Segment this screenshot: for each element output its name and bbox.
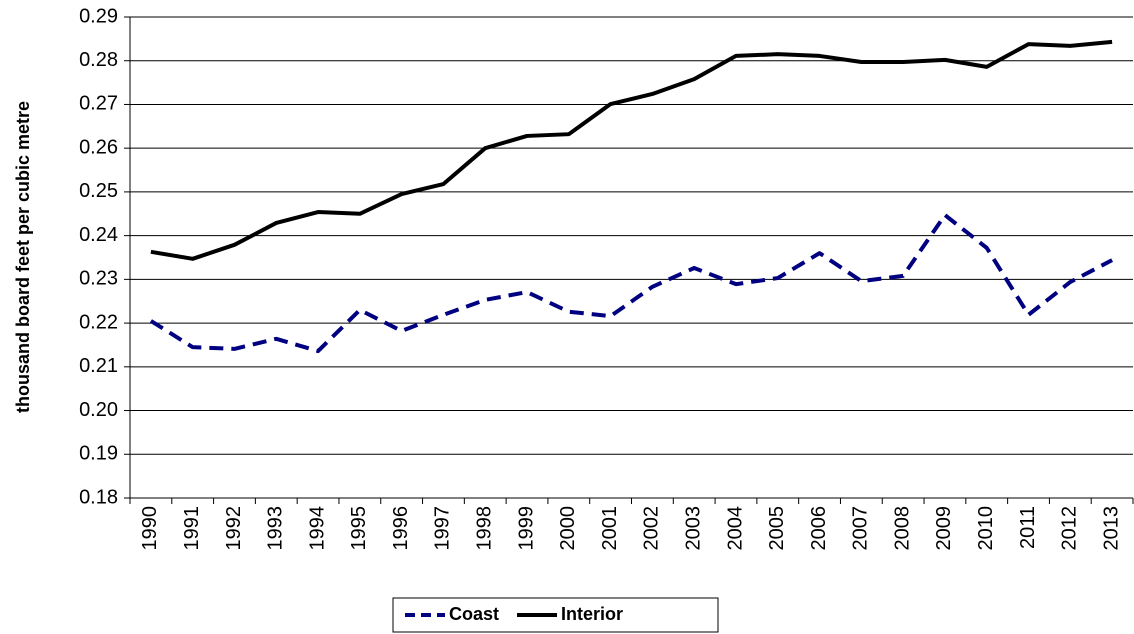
y-tick-label: 0.25: [79, 180, 118, 202]
series-line: [149, 213, 1114, 354]
y-tick-label: 0.24: [79, 224, 118, 246]
x-tick-label: 2011: [1017, 506, 1039, 549]
x-tick-label: 2004: [724, 506, 746, 551]
x-tick-label: 1995: [348, 506, 370, 551]
legend: Coast Interior: [392, 597, 719, 633]
x-tick-label: 1994: [306, 506, 328, 551]
x-tick-label: 1998: [474, 506, 496, 551]
y-tick-label: 0.29: [79, 5, 118, 27]
x-tick-label: 1992: [223, 506, 245, 551]
series-line: [150, 39, 1113, 261]
x-tick-label: 1993: [265, 506, 287, 551]
x-tick-label: 1990: [139, 506, 161, 551]
y-tick-label: 0.28: [79, 49, 118, 71]
y-tick-label: 0.26: [79, 136, 118, 158]
y-axis-title: thousand board feet per cubic metre: [13, 101, 33, 413]
y-tick-label: 0.23: [79, 268, 118, 290]
x-tick-label: 1999: [515, 506, 537, 551]
y-tick-label: 0.18: [79, 486, 118, 508]
legend-label: Coast: [449, 604, 499, 624]
y-tick-label: 0.20: [79, 399, 118, 421]
y-tick-label: 0.27: [79, 93, 118, 115]
x-tick-label: 2005: [766, 506, 788, 551]
x-tick-label: 2010: [975, 506, 997, 551]
x-tick-label: 2009: [933, 506, 955, 551]
x-tick-label: 2003: [682, 506, 704, 551]
x-tick-label: 2002: [641, 506, 663, 551]
x-tick-label: 2000: [557, 506, 579, 551]
x-tick-label: 1991: [181, 506, 203, 551]
x-tick-label: 2013: [1100, 506, 1122, 551]
x-tick-label: 1996: [390, 506, 412, 551]
y-tick-label: 0.19: [79, 443, 118, 465]
legend-label: Interior: [561, 604, 623, 624]
x-tick-label: 1997: [432, 506, 454, 551]
x-tick-label: 2001: [599, 506, 621, 551]
x-tick-label: 2006: [808, 506, 830, 551]
x-tick-label: 2012: [1059, 506, 1081, 551]
x-tick-label: 2008: [891, 506, 913, 551]
y-tick-label: 0.22: [79, 311, 118, 333]
x-tick-label: 2007: [850, 506, 872, 551]
y-tick-label: 0.21: [79, 355, 118, 377]
